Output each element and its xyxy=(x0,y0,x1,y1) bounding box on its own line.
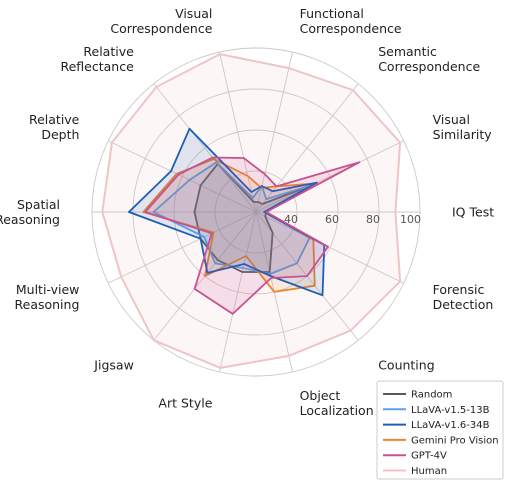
axis-label: Functional Correspondence xyxy=(300,6,402,36)
axis-label: Spatial Reasoning xyxy=(0,197,60,227)
axis-label-line: Multi-view xyxy=(16,282,80,297)
axis-label-line: Art Style xyxy=(158,396,212,411)
axis-label: Semantic Correspondence xyxy=(378,44,480,74)
axis-label: Relative Reflectance xyxy=(60,44,134,74)
axis-label-line: Reasoning xyxy=(0,212,60,227)
axis-label-line: Reflectance xyxy=(60,59,134,74)
axis-label-line: Localization xyxy=(300,403,374,418)
axis-label: Visual Similarity xyxy=(433,112,493,142)
radar-series xyxy=(101,53,402,369)
legend-label: Random xyxy=(411,390,452,401)
tick-label: 40 xyxy=(284,213,298,226)
grid-spoke xyxy=(219,211,257,372)
axis-label-line: Jigsaw xyxy=(93,358,134,373)
axis-label: IQ Test xyxy=(452,205,494,220)
axis-label-line: Correspondence xyxy=(378,59,480,74)
legend-label: LLaVA-v1.6-34B xyxy=(411,420,490,431)
axis-label: Art Style xyxy=(158,396,212,411)
axis-label: Multi-view Reasoning xyxy=(15,282,80,312)
series-human xyxy=(101,53,402,369)
grid-spoke xyxy=(108,140,257,213)
grid-spoke xyxy=(255,211,404,284)
series-llava-v1-5-13b xyxy=(152,161,313,275)
axis-label: Visual Correspondence xyxy=(110,6,212,36)
series-gpt-4v xyxy=(144,156,361,315)
axis-label: Object Localization xyxy=(300,388,374,418)
tick-label: 60 xyxy=(325,213,339,226)
axis-label: Counting xyxy=(378,358,434,373)
grid-spoke xyxy=(153,83,257,213)
legend-label: Gemini Pro Vision xyxy=(411,435,499,446)
axis-label-line: Relative xyxy=(83,44,134,59)
axis-label-line: Functional xyxy=(300,6,364,21)
grid-spoke xyxy=(255,140,404,213)
axis-label-line: Spatial xyxy=(17,197,60,212)
axis-label-line: Forensic xyxy=(433,282,485,297)
axis-label-line: Correspondence xyxy=(110,21,212,36)
axis-label-line: Reasoning xyxy=(15,297,80,312)
tick-label: 80 xyxy=(366,213,380,226)
axis-label: Relative Depth xyxy=(29,112,80,142)
legend-label: GPT-4V xyxy=(411,451,447,462)
series-llava-v1-6-34b xyxy=(127,127,326,297)
axis-label-line: Depth xyxy=(41,127,79,142)
tick-label: 100 xyxy=(400,213,421,226)
axis-label-line: Object xyxy=(300,388,341,403)
axis-label-line: Visual xyxy=(433,112,470,127)
series-random xyxy=(193,162,313,273)
axis-label-line: Semantic xyxy=(378,44,437,59)
axis-label-line: Relative xyxy=(29,112,80,127)
legend: Random LLaVA-v1.5-13B LLaVA-v1.6-34B Gemini… xyxy=(376,380,504,480)
axis-label-line: Detection xyxy=(433,297,494,312)
axis-label-line: Visual xyxy=(175,6,212,21)
axis-label-line: Correspondence xyxy=(300,21,402,36)
legend-label: LLaVA-v1.5-13B xyxy=(411,405,490,416)
radial-tick-labels: 40 60 80 100 xyxy=(284,213,421,226)
axis-label: Forensic Detection xyxy=(433,282,494,312)
grid-spoke xyxy=(219,52,257,213)
axis-label-line: Counting xyxy=(378,358,434,373)
legend-label: Human xyxy=(411,466,447,477)
axis-label: Jigsaw xyxy=(93,358,134,373)
grid-spoke xyxy=(108,211,257,284)
legend-frame xyxy=(376,380,504,480)
axis-label-line: IQ Test xyxy=(452,205,494,220)
axis-label-line: Similarity xyxy=(433,127,493,142)
